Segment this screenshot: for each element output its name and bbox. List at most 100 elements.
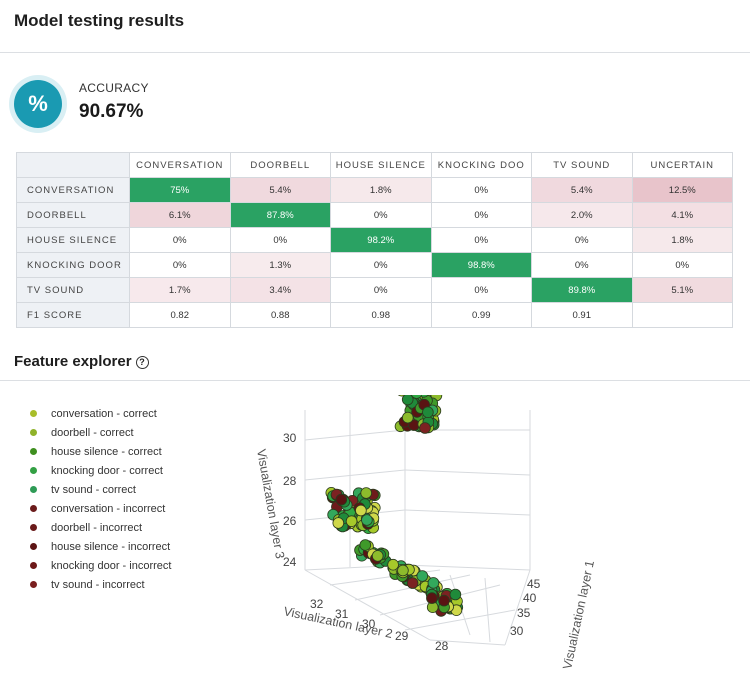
f1-cell: 0.82 (129, 302, 231, 328)
f1-cell: 0.99 (430, 302, 532, 328)
x-tick-label: 29 (395, 629, 409, 643)
matrix-cell: 0% (531, 252, 633, 278)
matrix-row-header: HOUSE SILENCE (16, 227, 130, 253)
x-tick-label: 31 (335, 607, 349, 621)
matrix-column-header: TV SOUND (531, 152, 633, 178)
scatter-point-correct (402, 411, 414, 424)
confusion-matrix: CONVERSATION DOORBELL HOUSE SILENCE KNOC… (16, 152, 733, 328)
matrix-cell: 0% (330, 277, 432, 303)
f1-cell: 0.91 (531, 302, 633, 328)
matrix-cell: 0% (129, 252, 231, 278)
scatter-point-incorrect (335, 493, 348, 506)
matrix-cell: 2.0% (531, 202, 633, 228)
scatter-point-correct (427, 577, 440, 589)
matrix-row-header: KNOCKING DOOR (16, 252, 130, 278)
grid-line (504, 569, 531, 646)
scatter-legend: conversation - correct doorbell - correct… (30, 404, 171, 594)
legend-label: conversation - correct (51, 407, 157, 420)
scatter-point-correct (360, 487, 372, 499)
z-tick-label: 28 (283, 474, 297, 488)
matrix-cell: 0% (430, 277, 532, 303)
matrix-cell: 89.8% (531, 277, 633, 303)
legend-item[interactable]: doorbell - correct (30, 423, 171, 442)
legend-label: house silence - correct (51, 445, 162, 458)
percent-icon: % (14, 80, 62, 128)
scatter-point-correct (449, 588, 462, 601)
legend-item[interactable]: tv sound - correct (30, 480, 171, 499)
scatter-point-correct (422, 406, 434, 419)
legend-swatch (30, 524, 37, 531)
matrix-row: DOORBELL 6.1% 87.8% 0% 0% 2.0% 4.1% (16, 202, 733, 228)
accuracy-label: ACCURACY (79, 81, 149, 95)
matrix-cell: 1.8% (330, 177, 432, 203)
matrix-cell: 4.1% (631, 202, 733, 228)
matrix-cell: 5.1% (631, 277, 733, 303)
legend-item[interactable]: knocking door - incorrect (30, 556, 171, 575)
grid-line (304, 569, 431, 641)
matrix-cell: 5.4% (229, 177, 331, 203)
legend-swatch (30, 581, 37, 588)
legend-label: conversation - incorrect (51, 502, 166, 515)
help-circle-icon[interactable]: ? (135, 356, 149, 369)
matrix-cell: 0% (631, 252, 733, 278)
legend-item[interactable]: knocking door - correct (30, 461, 171, 480)
legend-swatch (30, 429, 37, 436)
f1-cell: 0.98 (330, 302, 432, 328)
legend-label: tv sound - correct (51, 483, 136, 496)
grid-line (484, 577, 491, 643)
z-axis-label: Visualization layer 3 (254, 448, 287, 560)
matrix-row-header: F1 SCORE (16, 302, 130, 328)
matrix-cell: 98.2% (330, 227, 432, 253)
grid-line (404, 469, 531, 476)
legend-item[interactable]: house silence - correct (30, 442, 171, 461)
legend-label: doorbell - incorrect (51, 521, 143, 534)
scatter-point-correct (387, 558, 399, 571)
z-tick-label: 26 (283, 514, 297, 528)
legend-item[interactable]: conversation - incorrect (30, 499, 171, 518)
matrix-row: HOUSE SILENCE 0% 0% 98.2% 0% 0% 1.8% (16, 227, 733, 253)
matrix-cell: 6.1% (129, 202, 231, 228)
matrix-row-header: CONVERSATION (16, 177, 130, 203)
matrix-column-header: UNCERTAIN (631, 152, 733, 178)
legend-label: house silence - incorrect (51, 540, 171, 553)
matrix-cell: 87.8% (229, 202, 331, 228)
scatter-point-incorrect (438, 594, 450, 607)
scatter-point-correct (361, 514, 373, 526)
y-axis-label: Visualization layer 1 (560, 559, 595, 670)
matrix-cell: 5.4% (531, 177, 633, 203)
matrix-cell: 75% (129, 177, 231, 203)
f1-cell (631, 302, 733, 328)
feature-explorer-title: Feature explorer? (14, 353, 149, 370)
x-tick-label: 30 (362, 617, 376, 631)
legend-item[interactable]: tv sound - incorrect (30, 575, 171, 594)
legend-swatch (30, 448, 37, 455)
matrix-cell: 0% (229, 227, 331, 253)
scatter-point-correct (371, 550, 384, 562)
legend-item[interactable]: conversation - correct (30, 404, 171, 423)
matrix-cell: 12.5% (631, 177, 733, 203)
matrix-cell: 0% (330, 252, 432, 278)
scatter-point-correct (355, 504, 367, 517)
matrix-column-header: CONVERSATION (129, 152, 231, 178)
matrix-row: TV SOUND 1.7% 3.4% 0% 0% 89.8% 5.1% (16, 277, 733, 303)
scatter-point-correct (397, 564, 409, 577)
matrix-cell: 0% (430, 202, 532, 228)
legend-label: tv sound - incorrect (51, 578, 145, 591)
grid-line (404, 609, 516, 631)
matrix-row-header: DOORBELL (16, 202, 130, 228)
legend-item[interactable]: doorbell - incorrect (30, 518, 171, 537)
legend-label: knocking door - incorrect (51, 559, 172, 572)
legend-swatch (30, 543, 37, 550)
scatter-point-correct (345, 515, 358, 527)
grid-line (304, 469, 406, 481)
legend-item[interactable]: house silence - incorrect (30, 537, 171, 556)
scatter-point-incorrect (419, 422, 431, 434)
matrix-cell: 0% (129, 227, 231, 253)
matrix-cell: 1.3% (229, 252, 331, 278)
scatter-point-correct (411, 395, 423, 399)
divider (0, 52, 750, 53)
page-title: Model testing results (14, 11, 185, 30)
grid-line (304, 429, 406, 441)
matrix-cell: 1.7% (129, 277, 231, 303)
